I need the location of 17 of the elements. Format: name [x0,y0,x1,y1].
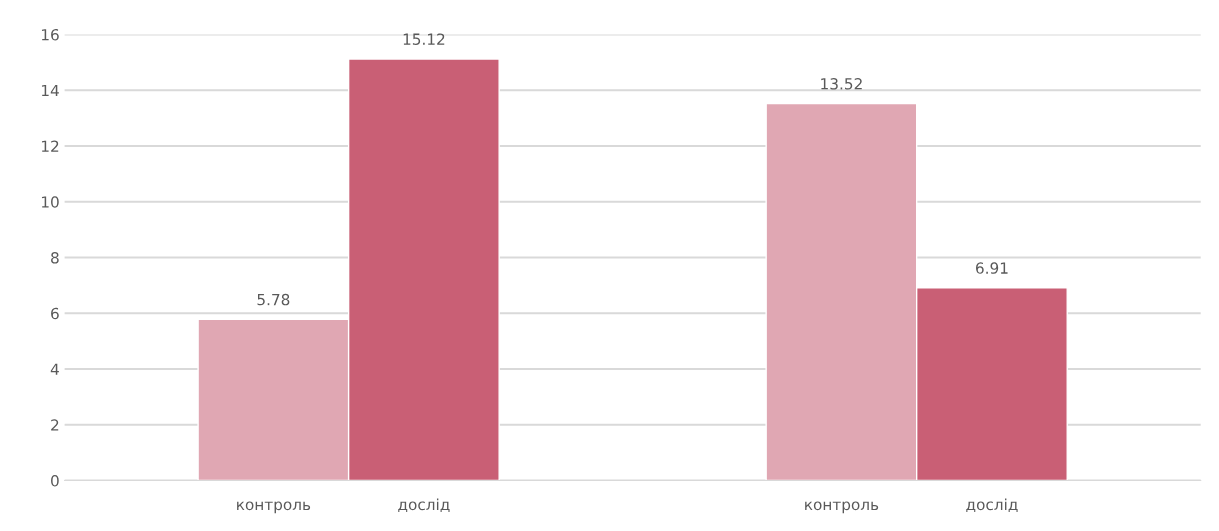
series-label: контроль [237,501,311,514]
y-tick-label: 2 [51,419,59,431]
y-tick-label: 14 [41,84,59,97]
text: контроль [805,501,879,514]
data-label: 6.91 [976,262,1008,274]
data-label: 13.52 [821,78,862,90]
y-tick-label: 4 [50,363,59,375]
data-label: 15.12 [403,33,445,45]
y-tick-label: 10 [41,196,59,208]
text: дослід [966,498,1018,513]
y-tick-label: 6 [51,307,59,320]
y-tick-label: 8 [51,252,59,264]
y-tick-label: 16 [41,28,59,41]
y-tick-label: 12 [41,140,59,152]
y-tick-label: 0 [51,475,59,487]
series-label: дослід [398,498,450,513]
data-label: 5.78 [257,293,290,306]
